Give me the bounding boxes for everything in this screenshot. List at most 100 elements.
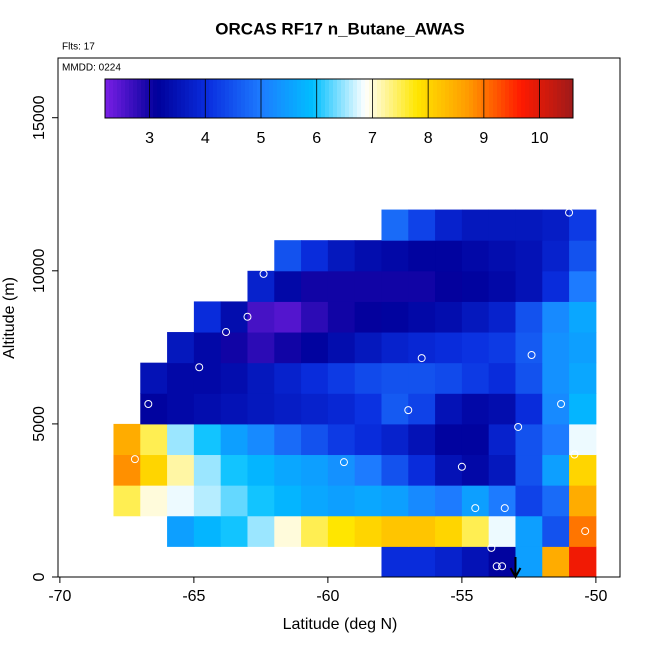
- colorbar-swatch: [117, 79, 122, 118]
- colorbar-tick-label: 9: [479, 130, 488, 147]
- heatmap-cell: [542, 240, 570, 272]
- heatmap-cell: [435, 515, 463, 547]
- plot-frame: [57, 57, 621, 578]
- heatmap-cell: [140, 423, 168, 456]
- heatmap-cell: [435, 485, 463, 517]
- heatmap-cell: [354, 301, 382, 333]
- heatmap-cell: [569, 485, 597, 517]
- heatmap-cell: [381, 393, 409, 425]
- colorbar-tick-label: 7: [368, 130, 377, 147]
- colorbar-swatch: [429, 79, 434, 118]
- colorbar-swatch: [325, 79, 330, 118]
- colorbar-swatch: [361, 79, 366, 118]
- heatmap-cell: [408, 454, 436, 486]
- heatmap-cell: [461, 301, 490, 333]
- heatmap-cell: [167, 485, 195, 517]
- heatmap-cell: [542, 423, 570, 456]
- colorbar-swatch: [209, 79, 214, 118]
- heatmap-cell: [327, 332, 356, 364]
- heatmap-cell: [274, 332, 302, 364]
- heatmap-cell: [354, 332, 382, 364]
- colorbar-swatch: [189, 79, 194, 118]
- heatmap-cell: [461, 485, 490, 517]
- heatmap-cell: [220, 301, 248, 333]
- heatmap-cell: [301, 332, 329, 364]
- colorbar-swatch: [217, 79, 222, 118]
- heatmap-cell: [247, 515, 275, 547]
- heatmap-cell: [140, 454, 168, 486]
- colorbar-swatch: [349, 79, 354, 118]
- colorbar-swatch: [129, 79, 134, 118]
- colorbar-swatch: [513, 79, 518, 118]
- colorbar-swatch: [113, 79, 118, 118]
- heatmap-cell: [515, 515, 543, 547]
- heatmap-cell: [327, 393, 356, 425]
- colorbar-swatch: [141, 79, 146, 118]
- colorbar-tick-label: 6: [312, 130, 321, 147]
- colorbar-swatch: [445, 79, 450, 118]
- heatmap-cell: [193, 454, 222, 486]
- colorbar-swatch: [169, 79, 174, 118]
- heatmap-cell: [515, 393, 543, 425]
- heatmap-cell: [381, 270, 409, 302]
- heatmap-cell: [247, 393, 275, 425]
- heatmap-cell: [327, 515, 356, 547]
- heatmap-cell: [435, 423, 463, 456]
- x-tick-label: -70: [48, 588, 71, 605]
- heatmap-cell: [247, 423, 275, 456]
- heatmap-cell: [408, 393, 436, 425]
- x-tick-label: -55: [450, 588, 473, 605]
- sample-point: [570, 450, 579, 459]
- heatmap-cell: [488, 270, 516, 302]
- colorbar-swatch: [501, 79, 506, 118]
- colorbar-swatch: [561, 79, 566, 118]
- heatmap-cell: [274, 454, 302, 486]
- colorbar-swatch: [265, 79, 270, 118]
- heatmap-cell: [167, 332, 195, 364]
- colorbar-swatch: [257, 79, 262, 118]
- colorbar-swatch: [305, 79, 310, 118]
- heatmap-cell: [354, 454, 382, 486]
- colorbar-swatch: [273, 79, 278, 118]
- heatmap-cell: [354, 515, 382, 547]
- heatmap-cell: [488, 546, 516, 578]
- sample-point: [130, 455, 139, 464]
- colorbar-swatch: [285, 79, 290, 118]
- heatmap-cell: [274, 270, 302, 302]
- heatmap-cell: [381, 301, 409, 333]
- heatmap-cell: [515, 454, 543, 486]
- colorbar-swatch: [125, 79, 130, 118]
- heatmap-cell: [327, 270, 356, 302]
- heatmap-cell: [220, 454, 248, 486]
- heatmap-cell: [354, 423, 382, 456]
- colorbar-tick-label: 4: [201, 130, 210, 147]
- colorbar-swatch: [277, 79, 282, 118]
- colorbar-swatch: [241, 79, 246, 118]
- heatmap-cell: [488, 454, 516, 486]
- colorbar-swatch: [525, 79, 530, 118]
- colorbar-tick-label: 10: [531, 130, 549, 147]
- colorbar-swatch: [301, 79, 306, 118]
- heatmap-cell: [435, 270, 463, 302]
- heatmap-cell: [569, 240, 597, 272]
- colorbar-swatch: [477, 79, 482, 118]
- colorbar-swatch: [225, 79, 230, 118]
- colorbar-swatch: [205, 79, 210, 118]
- sample-point: [487, 543, 496, 552]
- heatmap-cell: [435, 332, 463, 364]
- colorbar-swatch: [549, 79, 554, 118]
- colorbar-swatch: [345, 79, 350, 118]
- sample-point: [157, 338, 166, 347]
- heatmap-cell: [193, 393, 222, 425]
- heatmap-cell: [274, 485, 302, 517]
- sample-point: [259, 269, 268, 278]
- colorbar-swatch: [385, 79, 390, 118]
- heatmap-cell: [435, 393, 463, 425]
- colorbar-swatch: [405, 79, 410, 118]
- colorbar-swatch: [329, 79, 334, 118]
- colorbar-swatch: [473, 79, 478, 118]
- colorbar-swatch: [173, 79, 178, 118]
- heatmap-cell: [569, 515, 597, 547]
- colorbar-swatch: [421, 79, 426, 118]
- colorbar-swatch: [413, 79, 418, 118]
